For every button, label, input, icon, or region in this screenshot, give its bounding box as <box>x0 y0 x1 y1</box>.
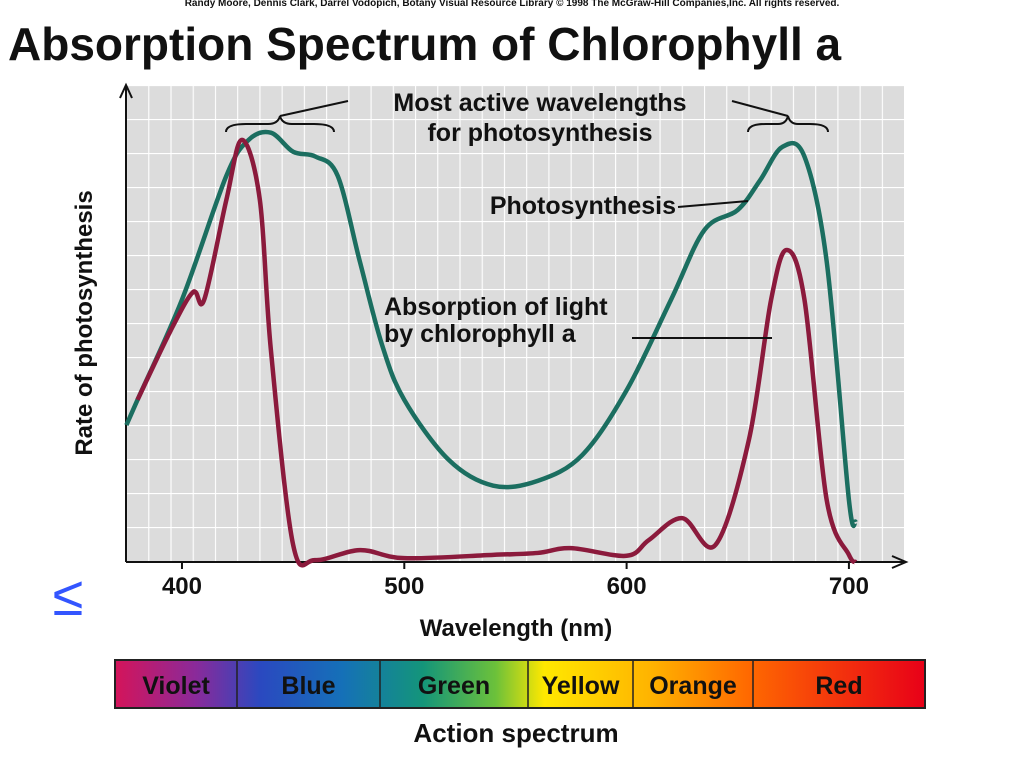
series-line <box>135 137 858 568</box>
series-label: Photosynthesis <box>490 192 676 220</box>
spectrum-label: Violet <box>142 672 210 700</box>
spectrum-bar <box>114 659 926 709</box>
x-tick-label: 500 <box>384 573 424 600</box>
x-tick-label: 400 <box>162 573 202 600</box>
series-label: Absorption of light <box>384 293 608 321</box>
y-axis-label: Rate of photosynthesis <box>71 190 98 455</box>
series-line <box>124 129 858 529</box>
spectrum-label: Green <box>418 672 490 700</box>
series-label: by chlorophyll a <box>384 320 577 348</box>
x-axis-label: Wavelength (nm) <box>420 615 612 642</box>
spectrum-label: Blue <box>281 672 335 700</box>
annotation: Most active wavelengths <box>393 89 686 117</box>
annotation: for photosynthesis <box>427 119 652 147</box>
chart-title: Absorption Spectrum of Chlorophyll a <box>8 18 842 70</box>
spectrum-label: Yellow <box>542 672 620 700</box>
spectrum-label: Orange <box>649 672 737 700</box>
spectrum-title: Action spectrum <box>413 718 618 748</box>
x-tick-label: 600 <box>607 573 647 600</box>
credit: Randy Moore, Dennis Clark, Darrel Vodopi… <box>185 0 840 9</box>
axes <box>119 82 909 569</box>
x-tick-label: 700 <box>829 573 869 600</box>
annotation-leaders <box>225 100 829 339</box>
nav-symbol[interactable]: ≤ <box>53 564 84 627</box>
spectrum-label: Red <box>815 672 862 700</box>
